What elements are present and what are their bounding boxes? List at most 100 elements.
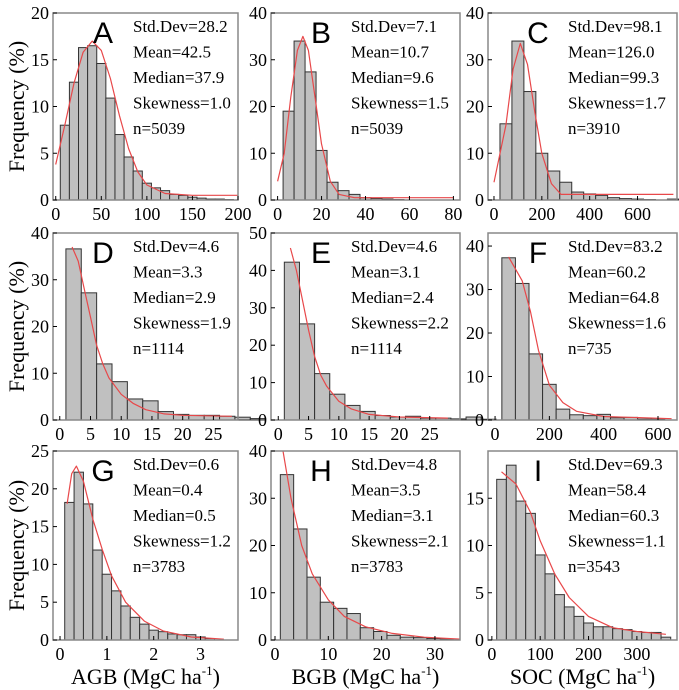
x-tick-label: 20 (373, 644, 391, 664)
stat-n: n=1114 (133, 339, 184, 358)
x-tick-label: 0 (56, 644, 65, 664)
stat-skewness: Skewness=1.2 (133, 532, 231, 551)
y-tick-label: 30 (466, 280, 484, 300)
stat-std-dev: Std.Dev=83.2 (568, 237, 663, 256)
histogram-bar (111, 381, 128, 421)
x-tick-label: 5 (86, 424, 95, 444)
x-tick-label: 25 (421, 424, 439, 444)
stat-mean: Mean=42.5 (133, 43, 211, 62)
stat-mean: Mean=58.4 (568, 481, 647, 500)
histogram-bar (82, 503, 94, 641)
histogram-bar (563, 606, 575, 641)
panel-letter: D (92, 237, 114, 270)
y-axis-label: Frequency (%) (4, 261, 29, 392)
stat-n: n=1114 (351, 339, 402, 358)
stat-n: n=3543 (568, 557, 620, 576)
y-tick-label: 0 (475, 630, 484, 650)
stat-skewness: Skewness=1.9 (133, 314, 231, 333)
stat-std-dev: Std.Dev=4.6 (133, 237, 219, 256)
y-tick-label: 5 (475, 583, 484, 603)
histogram-bar (293, 528, 308, 641)
y-tick-label: 40 (249, 260, 267, 280)
fit-curve (66, 465, 224, 640)
histogram-bar (123, 156, 134, 201)
x-tick-label: 20 (174, 424, 192, 444)
x-tick-label: 100 (133, 204, 160, 224)
y-tick-label: 0 (40, 410, 49, 430)
y-tick-label: 10 (31, 554, 49, 574)
histogram-bar (542, 383, 557, 421)
stat-std-dev: Std.Dev=4.6 (351, 237, 437, 256)
stat-mean: Mean=10.7 (351, 43, 430, 62)
y-tick-label: 0 (258, 410, 267, 430)
plot-frame (270, 232, 461, 421)
x-axis-label-superscript: -1 (637, 663, 648, 678)
x-axis-label: BGB (MgC ha-1) (292, 663, 440, 689)
plot-frame (487, 232, 678, 421)
stat-n: n=3910 (568, 119, 620, 138)
fit-curve (71, 246, 232, 417)
histogram-bar (505, 464, 517, 641)
x-tick-label: 40 (357, 204, 375, 224)
x-tick-label: 30 (426, 644, 444, 664)
histogram-bar (126, 398, 144, 421)
histogram-bar (465, 416, 482, 421)
y-tick-label: 0 (475, 190, 484, 210)
x-tick-label: 0 (487, 644, 496, 664)
y-tick-label: 20 (31, 317, 49, 337)
panel-d: 0 5 10 15 20 25 0 10 20 30 40 D Std.Dev=4.6 Mean=3.3 M… (31, 223, 267, 444)
y-tick-label: 0 (258, 190, 267, 210)
histogram-bar (559, 181, 573, 201)
histogram-bar (528, 353, 544, 421)
y-tick-label: 15 (31, 517, 49, 537)
stat-n: n=3783 (133, 557, 185, 576)
panel-letter: H (310, 455, 332, 488)
y-tick-label: 0 (40, 630, 49, 650)
y-tick-label: 5 (40, 592, 49, 612)
fit-curve (55, 40, 238, 196)
histogram-bar (157, 631, 169, 641)
x-tick-label: 0 (491, 424, 500, 444)
histogram-bar (139, 623, 150, 641)
histogram-bar (132, 170, 143, 201)
y-tick-label: 40 (249, 3, 267, 23)
histogram-bar (319, 601, 335, 641)
y-tick-label: 20 (466, 323, 484, 343)
histogram-bar (129, 616, 141, 641)
panel-e: 0 5 10 15 20 25 0 10 20 30 40 50 E Std.Dev=4.6 Mean=3.… (249, 223, 497, 444)
stat-n: n=735 (568, 339, 612, 358)
histogram-bar (573, 615, 585, 641)
y-tick-label: 30 (249, 50, 267, 70)
y-tick-label: 30 (466, 50, 484, 70)
histogram-bar (73, 471, 84, 641)
y-tick-label: 50 (249, 223, 267, 243)
x-tick-label: 0 (270, 644, 279, 664)
stat-skewness: Skewness=1.1 (568, 532, 666, 551)
histogram-bar (249, 418, 267, 421)
x-tick-label: 200 (528, 204, 555, 224)
stat-median: Median=99.3 (568, 68, 659, 87)
panel-letter: E (311, 237, 331, 270)
x-tick-label: 2 (149, 644, 158, 664)
stat-median: Median=64.8 (568, 288, 659, 307)
stat-median: Median=37.9 (133, 68, 224, 87)
x-axis-label-text: BGB (MgC ha (292, 664, 422, 689)
y-tick-label: 40 (31, 223, 49, 243)
x-tick-label: 600 (624, 204, 651, 224)
y-tick-label: 0 (475, 410, 484, 430)
y-tick-label: 30 (249, 488, 267, 508)
histogram-bar (87, 45, 98, 201)
stat-skewness: Skewness=2.1 (351, 532, 449, 551)
histogram-bar (169, 193, 180, 201)
panel-c: 0 200 400 600 0 10 20 30 40 C Std.Dev=98.1 Mean=126… (466, 3, 679, 224)
histogram-bar (641, 631, 652, 641)
stat-n: n=5039 (133, 119, 185, 138)
histogram-bar (592, 626, 604, 641)
histogram-bar (298, 323, 316, 421)
x-axis-label-close: ) (213, 664, 220, 689)
x-axis-label-superscript: -1 (202, 663, 213, 678)
y-tick-label: 40 (466, 236, 484, 256)
x-tick-label: 5 (304, 424, 313, 444)
x-tick-label: 0 (55, 424, 64, 444)
x-tick-label: 200 (575, 644, 602, 664)
